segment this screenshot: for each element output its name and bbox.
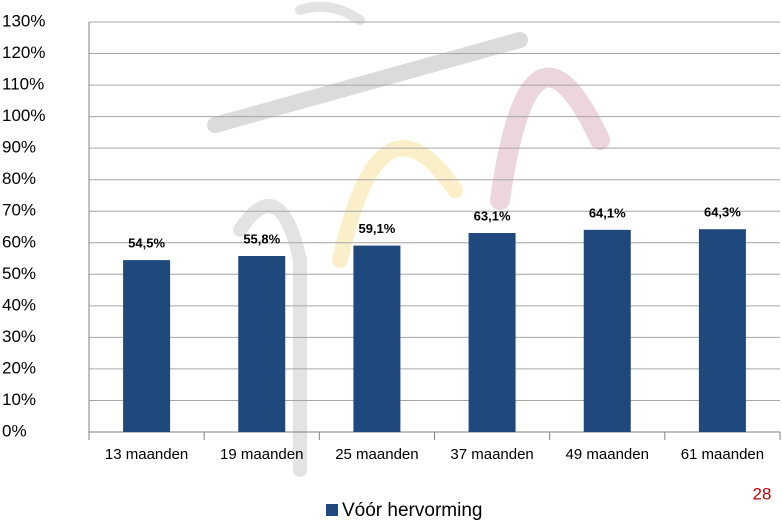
y-tick-label: 80%: [2, 169, 36, 188]
y-tick-label: 20%: [2, 358, 36, 377]
legend-label: Vóór hervorming: [342, 500, 482, 521]
bar: [583, 229, 631, 432]
value-label: 63,1%: [474, 208, 511, 223]
x-tick-label: 61 maanden: [681, 446, 764, 463]
value-label: 64,1%: [589, 205, 626, 220]
x-tick-label: 13 maanden: [105, 446, 188, 463]
x-tick-label: 19 maanden: [220, 446, 303, 463]
y-tick-label: 30%: [2, 327, 36, 346]
bar: [238, 256, 286, 432]
y-tick-label: 50%: [2, 264, 36, 283]
value-label: 59,1%: [358, 221, 395, 236]
y-tick-label: 90%: [2, 138, 36, 157]
value-label: 64,3%: [704, 205, 741, 220]
y-tick-label: 70%: [2, 201, 36, 220]
legend-swatch: [326, 504, 338, 516]
y-tick-label: 130%: [2, 11, 45, 30]
y-tick-label: 0%: [2, 421, 27, 440]
bar: [698, 229, 746, 432]
value-label: 54,5%: [128, 236, 165, 251]
bar: [123, 260, 171, 432]
y-tick-label: 60%: [2, 232, 36, 251]
background-decoration: [207, 1, 610, 477]
page-number: 28: [753, 484, 772, 503]
y-tick-label: 100%: [2, 106, 45, 125]
bar: [468, 232, 516, 432]
bar: [353, 245, 401, 432]
x-tick-label: 25 maanden: [335, 446, 418, 463]
x-tick-label: 49 maanden: [566, 446, 649, 463]
y-tick-label: 40%: [2, 295, 36, 314]
y-tick-label: 120%: [2, 43, 45, 62]
y-tick-label: 10%: [2, 390, 36, 409]
value-label: 55,8%: [243, 231, 280, 246]
x-tick-label: 37 maanden: [450, 446, 533, 463]
y-tick-label: 110%: [2, 75, 44, 94]
